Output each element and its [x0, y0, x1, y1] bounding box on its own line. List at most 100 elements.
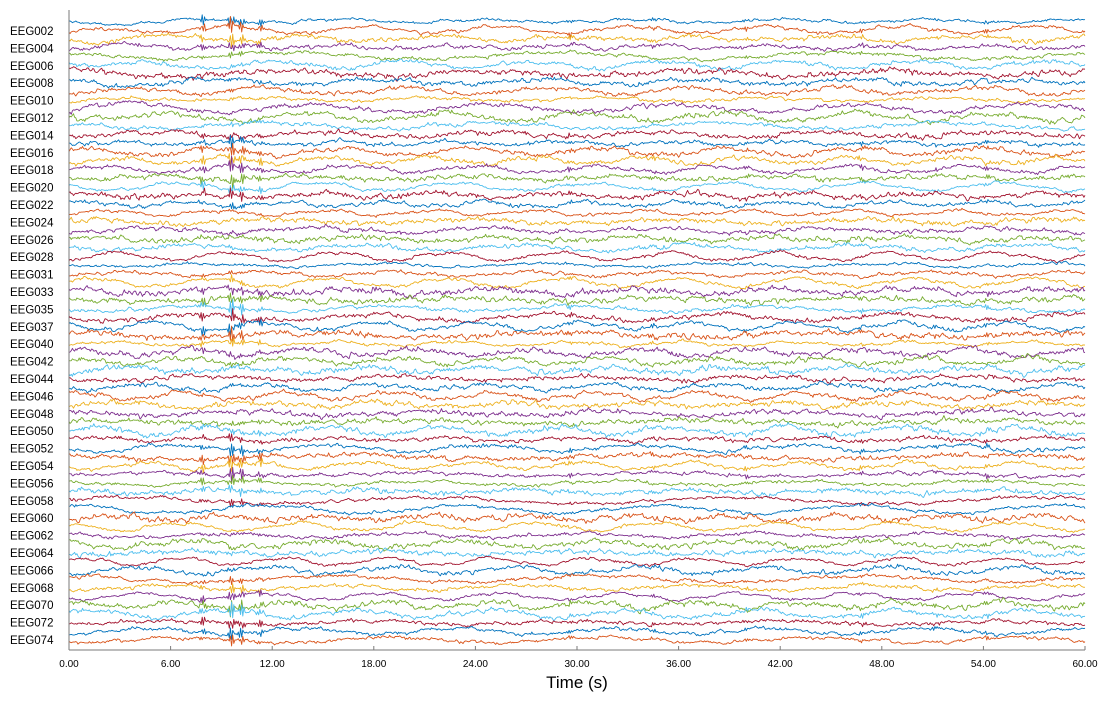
trace-17: [68, 153, 1086, 167]
channel-label-eeg028: EEG028: [10, 252, 53, 264]
trace-39: [68, 344, 1086, 360]
trace-40: [68, 353, 1086, 368]
trace-65: [68, 573, 1086, 585]
trace-48: [68, 422, 1086, 439]
x-tick-label-3: 18.00: [361, 659, 386, 670]
trace-62: [68, 547, 1086, 559]
trace-58: [68, 511, 1086, 525]
channel-label-eeg064: EEG064: [10, 548, 54, 560]
trace-35: [68, 308, 1086, 324]
trace-70: [68, 616, 1086, 629]
trace-25: [68, 224, 1086, 237]
trace-15: [68, 134, 1086, 149]
channel-label-eeg068: EEG068: [10, 583, 53, 595]
trace-30: [68, 268, 1086, 280]
trace-8: [69, 76, 1086, 89]
trace-69: [68, 601, 1086, 621]
channel-label-eeg024: EEG024: [10, 217, 54, 229]
trace-23: [68, 207, 1086, 218]
channel-label-eeg044: EEG044: [10, 374, 54, 386]
trace-51: [68, 451, 1086, 466]
channel-label-eeg072: EEG072: [10, 618, 53, 630]
channel-label-eeg002: EEG002: [10, 26, 53, 38]
trace-68: [68, 597, 1086, 618]
channel-label-eeg040: EEG040: [10, 339, 53, 351]
trace-3: [68, 32, 1086, 49]
trace-55: [68, 484, 1086, 498]
traces-layer: [68, 14, 1086, 647]
channel-label-eeg031: EEG031: [10, 270, 53, 282]
x-axis-title: Time (s): [546, 673, 608, 692]
trace-41: [68, 363, 1086, 378]
trace-22: [68, 198, 1086, 210]
x-ticks: 0.00 6.00 12.00 18.00 24.00 30.00 36.00 42.00 48…: [59, 646, 1098, 670]
trace-20: [68, 180, 1086, 195]
channel-label-eeg035: EEG035: [10, 304, 53, 316]
channel-label-eeg022: EEG022: [10, 200, 53, 212]
trace-34: [68, 298, 1086, 318]
trace-44: [68, 388, 1086, 403]
trace-53: [68, 466, 1086, 484]
channel-label-eeg014: EEG014: [10, 130, 54, 142]
trace-7: [68, 66, 1086, 82]
x-tick-label-1: 6.00: [161, 659, 181, 670]
channel-label-eeg048: EEG048: [10, 409, 53, 421]
channel-label-eeg006: EEG006: [10, 61, 53, 73]
channel-label-eeg010: EEG010: [10, 96, 53, 108]
trace-5: [68, 49, 1086, 63]
trace-72: [68, 634, 1086, 647]
trace-71: [68, 625, 1086, 641]
trace-27: [68, 241, 1086, 254]
channel-label-eeg054: EEG054: [10, 461, 54, 473]
channel-label-eeg004: EEG004: [10, 43, 54, 55]
trace-33: [68, 292, 1086, 307]
channel-label-eeg016: EEG016: [10, 148, 53, 160]
channel-label-eeg042: EEG042: [10, 357, 53, 369]
trace-4: [68, 40, 1086, 52]
trace-63: [68, 555, 1086, 568]
channel-label-eeg020: EEG020: [10, 183, 53, 195]
trace-26: [68, 233, 1086, 246]
trace-12: [68, 108, 1086, 126]
trace-16: [68, 142, 1086, 160]
trace-28: [68, 249, 1086, 264]
trace-19: [68, 172, 1086, 190]
trace-21: [68, 187, 1086, 202]
trace-31: [68, 274, 1086, 290]
channel-label-eeg033: EEG033: [10, 287, 53, 299]
x-tick-label-10: 60.00: [1072, 659, 1097, 670]
trace-6: [68, 58, 1086, 72]
x-tick-label-0: 0.00: [59, 659, 79, 670]
trace-66: [68, 581, 1086, 594]
channel-label-eeg008: EEG008: [10, 78, 53, 90]
channel-label-eeg018: EEG018: [10, 165, 53, 177]
channel-label-eeg058: EEG058: [10, 496, 53, 508]
x-tick-label-7: 42.00: [768, 659, 793, 670]
trace-9: [68, 84, 1086, 98]
channel-label-eeg074: EEG074: [10, 635, 54, 647]
trace-67: [68, 589, 1086, 604]
trace-43: [68, 380, 1086, 394]
trace-11: [68, 100, 1086, 116]
x-tick-label-9: 54.00: [971, 659, 996, 670]
trace-54: [68, 475, 1086, 488]
channel-label-eeg070: EEG070: [10, 600, 53, 612]
channel-label-eeg052: EEG052: [10, 444, 53, 456]
trace-38: [68, 337, 1086, 349]
trace-32: [68, 284, 1086, 300]
channel-labels: EEG002 EEG004 EEG006 EEG008 EEG010 EEG012 EEG0…: [10, 26, 54, 647]
trace-49: [68, 433, 1086, 445]
x-tick-label-4: 24.00: [463, 659, 488, 670]
channel-label-eeg046: EEG046: [10, 391, 53, 403]
trace-10: [68, 95, 1086, 104]
trace-13: [68, 119, 1086, 132]
trace-45: [68, 398, 1086, 411]
channel-label-eeg050: EEG050: [10, 426, 53, 438]
x-tick-label-8: 48.00: [869, 659, 894, 670]
trace-50: [68, 442, 1086, 457]
trace-42: [68, 373, 1086, 385]
channel-label-eeg066: EEG066: [10, 565, 53, 577]
channel-label-eeg062: EEG062: [10, 531, 53, 543]
